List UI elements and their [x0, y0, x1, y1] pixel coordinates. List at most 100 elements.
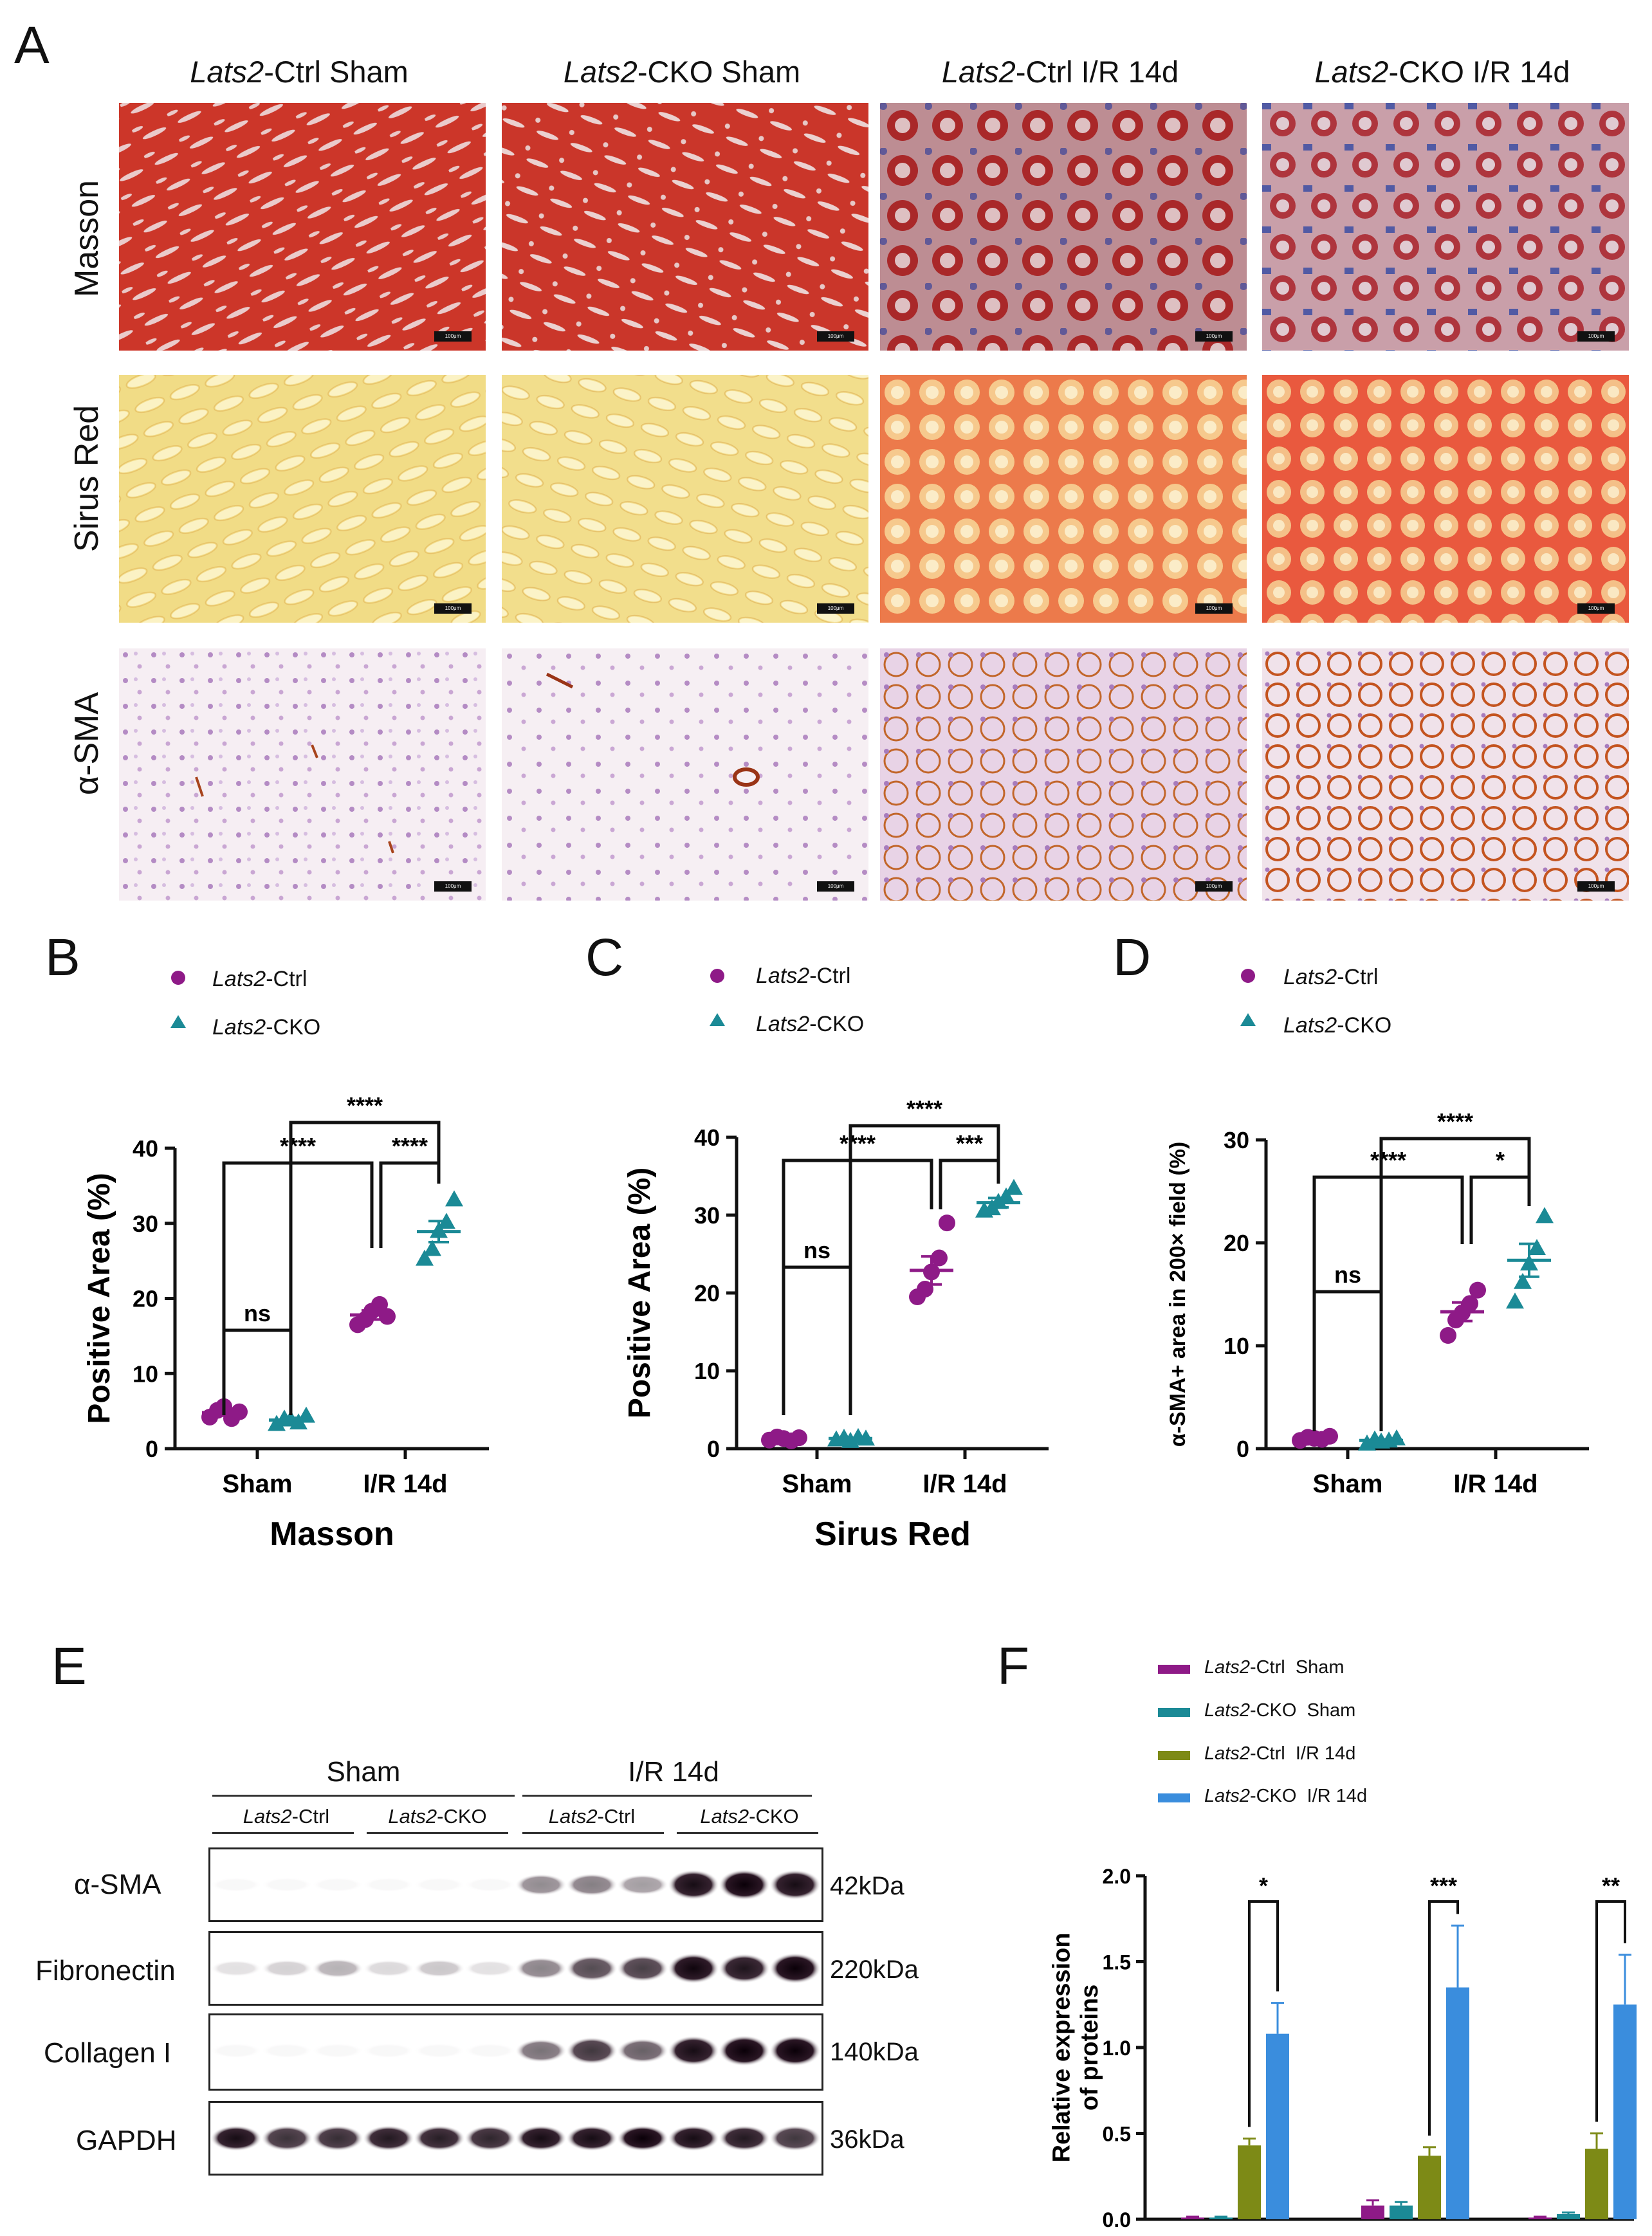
x-tick-label: α-SMA — [1200, 2235, 1270, 2236]
significance-label: ** — [1602, 1873, 1620, 1899]
bar — [1209, 2217, 1233, 2219]
blot-band — [414, 1878, 465, 1892]
masson-scatter-chart: 0 10 20 30 40 Positive Area (%) Sham I/R 14d Mas… — [82, 1092, 489, 1553]
blot-band — [566, 1955, 618, 1982]
y-tick-label: 0 — [1236, 1436, 1249, 1462]
y-tick-label: 0.5 — [1103, 2123, 1131, 2146]
x-tick-label: I/R 14d — [922, 1470, 1007, 1498]
scale-bar: 100μm — [1195, 331, 1233, 342]
x-tick-label: Fibronrctin — [1357, 2235, 1473, 2236]
blot-bands — [210, 1953, 821, 1984]
legend-cko-ir-label: Lats2-CKO I/R 14d — [1204, 1786, 1368, 1806]
divider — [212, 1795, 515, 1797]
blot-group-ir: I/R 14d — [628, 1756, 719, 1788]
panel-letter-f: F — [997, 1637, 1030, 1696]
divider — [522, 1795, 812, 1797]
legend-ctrl-marker — [710, 969, 724, 983]
sirus-red-cko-sham-image: 100μm — [502, 375, 868, 623]
blot-band — [210, 1960, 262, 1977]
legend-cko-label: Lats2-CKO — [212, 1015, 321, 1040]
blot-band — [769, 2125, 821, 2151]
data-point-cko — [1506, 1292, 1524, 1309]
blot-band — [617, 1874, 668, 1895]
blot-subgroup-sham-cko: Lats2-CKO — [388, 1805, 487, 1828]
blot-band — [312, 1959, 363, 1978]
blot-band — [464, 1878, 516, 1892]
significance-label: **** — [347, 1092, 383, 1119]
significance-bracket — [379, 1161, 441, 1248]
panel-letter-e: E — [51, 1637, 87, 1696]
scale-bar: 100μm — [434, 881, 472, 892]
x-tick-label: Sham — [782, 1470, 852, 1498]
significance-label: * — [1259, 1873, 1268, 1899]
y-axis-label: α-SMA+ area in 200× field (%) — [1166, 1142, 1190, 1447]
sirus-red-ctrl-sham-image: 100μm — [119, 375, 486, 623]
significance-bracket — [1312, 1290, 1383, 1431]
divider — [367, 1832, 508, 1834]
blot-band — [566, 1873, 618, 1896]
scale-bar: 100μm — [1577, 331, 1615, 342]
y-tick-label: 0 — [145, 1436, 158, 1462]
x-tick-label: Sham — [1313, 1470, 1383, 1498]
divider — [522, 1832, 664, 1834]
blot-band — [312, 2044, 363, 2058]
bar — [1390, 2205, 1413, 2219]
blot-band — [363, 1878, 414, 1892]
scale-bar: 100μm — [1577, 603, 1615, 614]
x-axis-label: Sirus Red — [814, 1516, 971, 1553]
blot-band — [312, 1878, 363, 1892]
blot-band — [363, 2044, 414, 2058]
significance-label: **** — [280, 1133, 316, 1159]
blot-band — [617, 2125, 668, 2151]
bar — [1418, 2156, 1441, 2219]
blot-band — [363, 1960, 414, 1977]
y-axis-label: Relative expressionof proteins — [1048, 1933, 1103, 2163]
blot-band — [668, 2035, 719, 2066]
protein-expression-bar-chart: 0.0 0.5 1.0 1.5 2.0 Relative expressionof pro… — [1048, 1865, 1637, 2236]
blot-band — [414, 2125, 465, 2151]
blot-kda-fibronectin: 220kDa — [830, 1956, 919, 1984]
column-title-cko-ir: Lats2-CKO I/R 14d — [1314, 55, 1570, 89]
legend-cko-marker — [710, 1013, 725, 1026]
significance-label: **** — [392, 1133, 428, 1159]
blot-band — [261, 1878, 313, 1892]
significance-bracket — [782, 1265, 852, 1415]
bar — [1361, 2205, 1384, 2219]
masson-cko-ir-image: 100μm — [1262, 103, 1629, 351]
legend-cko-label: Lats2-CKO — [1283, 1013, 1392, 1038]
significance-label: * — [1496, 1147, 1505, 1173]
blot-band — [261, 2125, 313, 2151]
blot-group-sham: Sham — [326, 1756, 401, 1788]
blot-band — [719, 2035, 770, 2066]
y-tick-label: 30 — [133, 1211, 158, 1237]
scale-bar: 100μm — [817, 603, 854, 614]
bar — [1528, 2217, 1552, 2219]
bar — [1613, 2004, 1637, 2219]
blot-kda-gapdh: 36kDa — [830, 2125, 904, 2154]
significance-bracket — [1379, 1137, 1531, 1402]
bar — [1181, 2217, 1204, 2219]
y-tick-label: 2.0 — [1103, 1865, 1131, 1888]
blot-band — [210, 1878, 262, 1892]
y-tick-label: 10 — [694, 1358, 720, 1384]
data-point-cko — [423, 1240, 441, 1256]
blot-strip-alpha-sma — [208, 1847, 823, 1922]
blot-band — [617, 2038, 668, 2064]
x-axis-label: Masson — [270, 1516, 394, 1553]
blot-subgroup-sham-ctrl: Lats2-Ctrl — [243, 1805, 330, 1828]
panel-letter-d: D — [1113, 928, 1152, 987]
legend-swatch-ctrl-ir — [1158, 1751, 1190, 1760]
y-tick-label: 40 — [694, 1124, 720, 1151]
alpha-sma-ctrl-ir-image: 100μm — [880, 648, 1247, 901]
blot-band — [414, 1959, 465, 1977]
blot-band — [719, 1869, 770, 1900]
y-tick-label: 30 — [694, 1202, 720, 1229]
y-tick-label: 20 — [1224, 1230, 1249, 1256]
significance-label: *** — [1430, 1873, 1457, 1899]
y-tick-label: 10 — [133, 1361, 158, 1387]
alpha-sma-cko-sham-image: 100μm — [502, 648, 868, 901]
masson-cko-sham-image: 100μm — [502, 103, 868, 351]
blot-band — [261, 1959, 313, 1977]
blot-band — [210, 2044, 262, 2058]
divider — [212, 1832, 354, 1834]
